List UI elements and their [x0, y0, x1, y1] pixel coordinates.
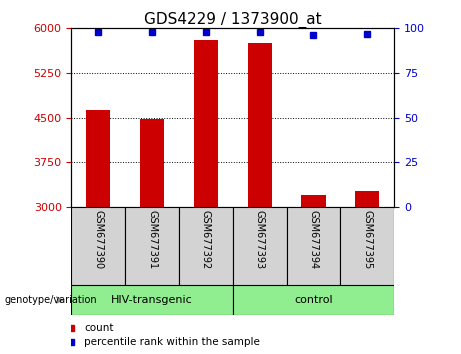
Text: count: count [84, 323, 114, 333]
Title: GDS4229 / 1373900_at: GDS4229 / 1373900_at [144, 12, 322, 28]
Bar [233, 285, 394, 315]
Text: GSM677395: GSM677395 [362, 210, 372, 269]
Text: GSM677390: GSM677390 [93, 210, 103, 269]
Bar [86, 110, 111, 207]
Text: GSM677391: GSM677391 [147, 210, 157, 269]
Bar [340, 207, 394, 285]
Text: genotype/variation: genotype/variation [5, 295, 97, 305]
Bar [71, 285, 233, 315]
Bar [301, 195, 325, 207]
Bar [194, 40, 218, 207]
Bar [179, 207, 233, 285]
Bar [125, 207, 179, 285]
Text: percentile rank within the sample: percentile rank within the sample [84, 337, 260, 348]
Text: GSM677394: GSM677394 [308, 210, 319, 269]
Bar [287, 207, 340, 285]
Bar [248, 43, 272, 207]
Text: control: control [294, 295, 333, 305]
Text: GSM677393: GSM677393 [254, 210, 265, 269]
Bar [71, 207, 125, 285]
Bar [355, 191, 379, 207]
Bar [140, 120, 164, 207]
Text: GSM677392: GSM677392 [201, 210, 211, 269]
Bar [233, 207, 287, 285]
Text: HIV-transgenic: HIV-transgenic [111, 295, 193, 305]
